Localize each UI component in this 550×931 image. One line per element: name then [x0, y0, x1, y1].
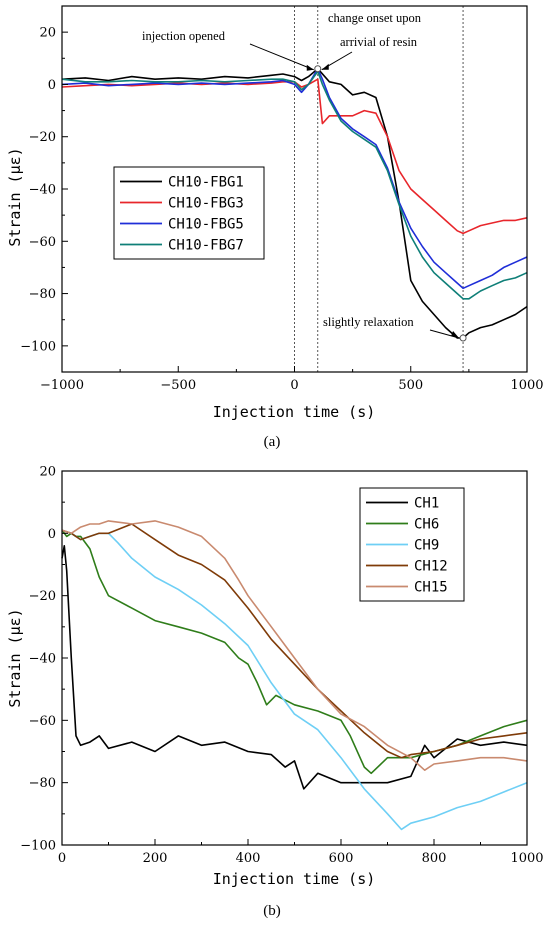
legend-label: CH12	[414, 559, 448, 575]
legend-label: CH9	[414, 538, 439, 554]
y-tick-label: 0	[48, 527, 56, 542]
y-tick-label: −40	[29, 183, 56, 198]
x-tick-label: 1000	[510, 378, 543, 393]
x-tick-label: 600	[329, 851, 354, 866]
annotation-arrows	[249, 43, 467, 342]
chart-b: 0 200 400 600 800 1000200−20−40−60−80−100CH1C…	[6, 465, 544, 919]
chart-a-annotations: injection opened change onset upon arriv…	[142, 11, 422, 329]
y-tick-label: −40	[29, 652, 56, 667]
y-tick-label: −60	[29, 235, 56, 250]
annotation-slightly-relaxation: slightly relaxation	[323, 315, 414, 329]
arrowhead	[306, 64, 314, 71]
legend: CH10-FBG1 CH10-FBG3 CH10-FBG5 CH10-FBG7	[113, 166, 265, 260]
chart-a-ylabel: Strain (με)	[6, 147, 24, 246]
relaxation-marker	[459, 334, 467, 342]
legend-label: CH10-FBG5	[168, 217, 244, 233]
legend-label: CH10-FBG3	[168, 196, 244, 212]
annotation-change-onset: change onset upon	[328, 11, 422, 25]
y-tick-label: 20	[39, 26, 56, 41]
series-line-ch10-fbg7	[61, 70, 528, 300]
series-line-ch12	[61, 523, 528, 759]
y-tick-label: 0	[48, 78, 56, 93]
annotation-arrival-resin: arrivial of resin	[340, 35, 418, 49]
legend-label: CH15	[414, 580, 448, 596]
arrowhead	[321, 63, 329, 70]
chart-a: −1000 −500 0 500 1000 20 0 −20 −40 −60 −80 −100 CH10…	[6, 5, 544, 450]
series-line-ch15	[61, 520, 528, 771]
legend-label: CH1	[414, 496, 439, 512]
x-tick-label: 800	[422, 851, 447, 866]
series-line-ch10-fbg1	[61, 67, 528, 339]
x-tick-label: −1000	[40, 378, 84, 393]
chart-a-xlabel: Injection time (s)	[213, 403, 376, 421]
x-tick-label: 1000	[510, 851, 543, 866]
y-tick-label: −100	[20, 839, 56, 854]
x-tick-label: 0	[58, 851, 66, 866]
x-tick-label: −500	[160, 378, 196, 393]
y-tick-label: 20	[39, 465, 56, 480]
y-tick-label: −80	[29, 776, 56, 791]
annotation-arrow	[249, 43, 314, 71]
legend-label: CH10-FBG1	[168, 175, 244, 191]
x-tick-label: 0	[290, 378, 298, 393]
chart-a-panel-label: (a)	[264, 434, 281, 450]
chart-b-xlabel: Injection time (s)	[213, 870, 376, 888]
series-line-ch1	[61, 545, 528, 790]
y-tick-label: −80	[29, 287, 56, 302]
legend-label: CH6	[414, 517, 439, 533]
annotation-injection-opened: injection opened	[142, 29, 226, 43]
y-tick-label: −100	[20, 339, 56, 354]
chart-b-ylabel: Strain (με)	[6, 608, 24, 707]
x-tick-label: 200	[143, 851, 168, 866]
y-tick-label: −60	[29, 714, 56, 729]
legend-label: CH10-FBG7	[168, 238, 244, 254]
chart-b-panel-label: (b)	[263, 903, 281, 919]
arrowhead	[451, 331, 460, 339]
y-tick-label: −20	[29, 589, 56, 604]
onset-marker	[314, 65, 322, 73]
x-tick-label: 400	[236, 851, 261, 866]
y-tick-label: −20	[29, 130, 56, 145]
legend: CH1 CH6 CH9 CH12 CH15	[359, 487, 465, 602]
x-tick-label: 500	[398, 378, 423, 393]
series-line-ch10-fbg5	[61, 67, 528, 290]
